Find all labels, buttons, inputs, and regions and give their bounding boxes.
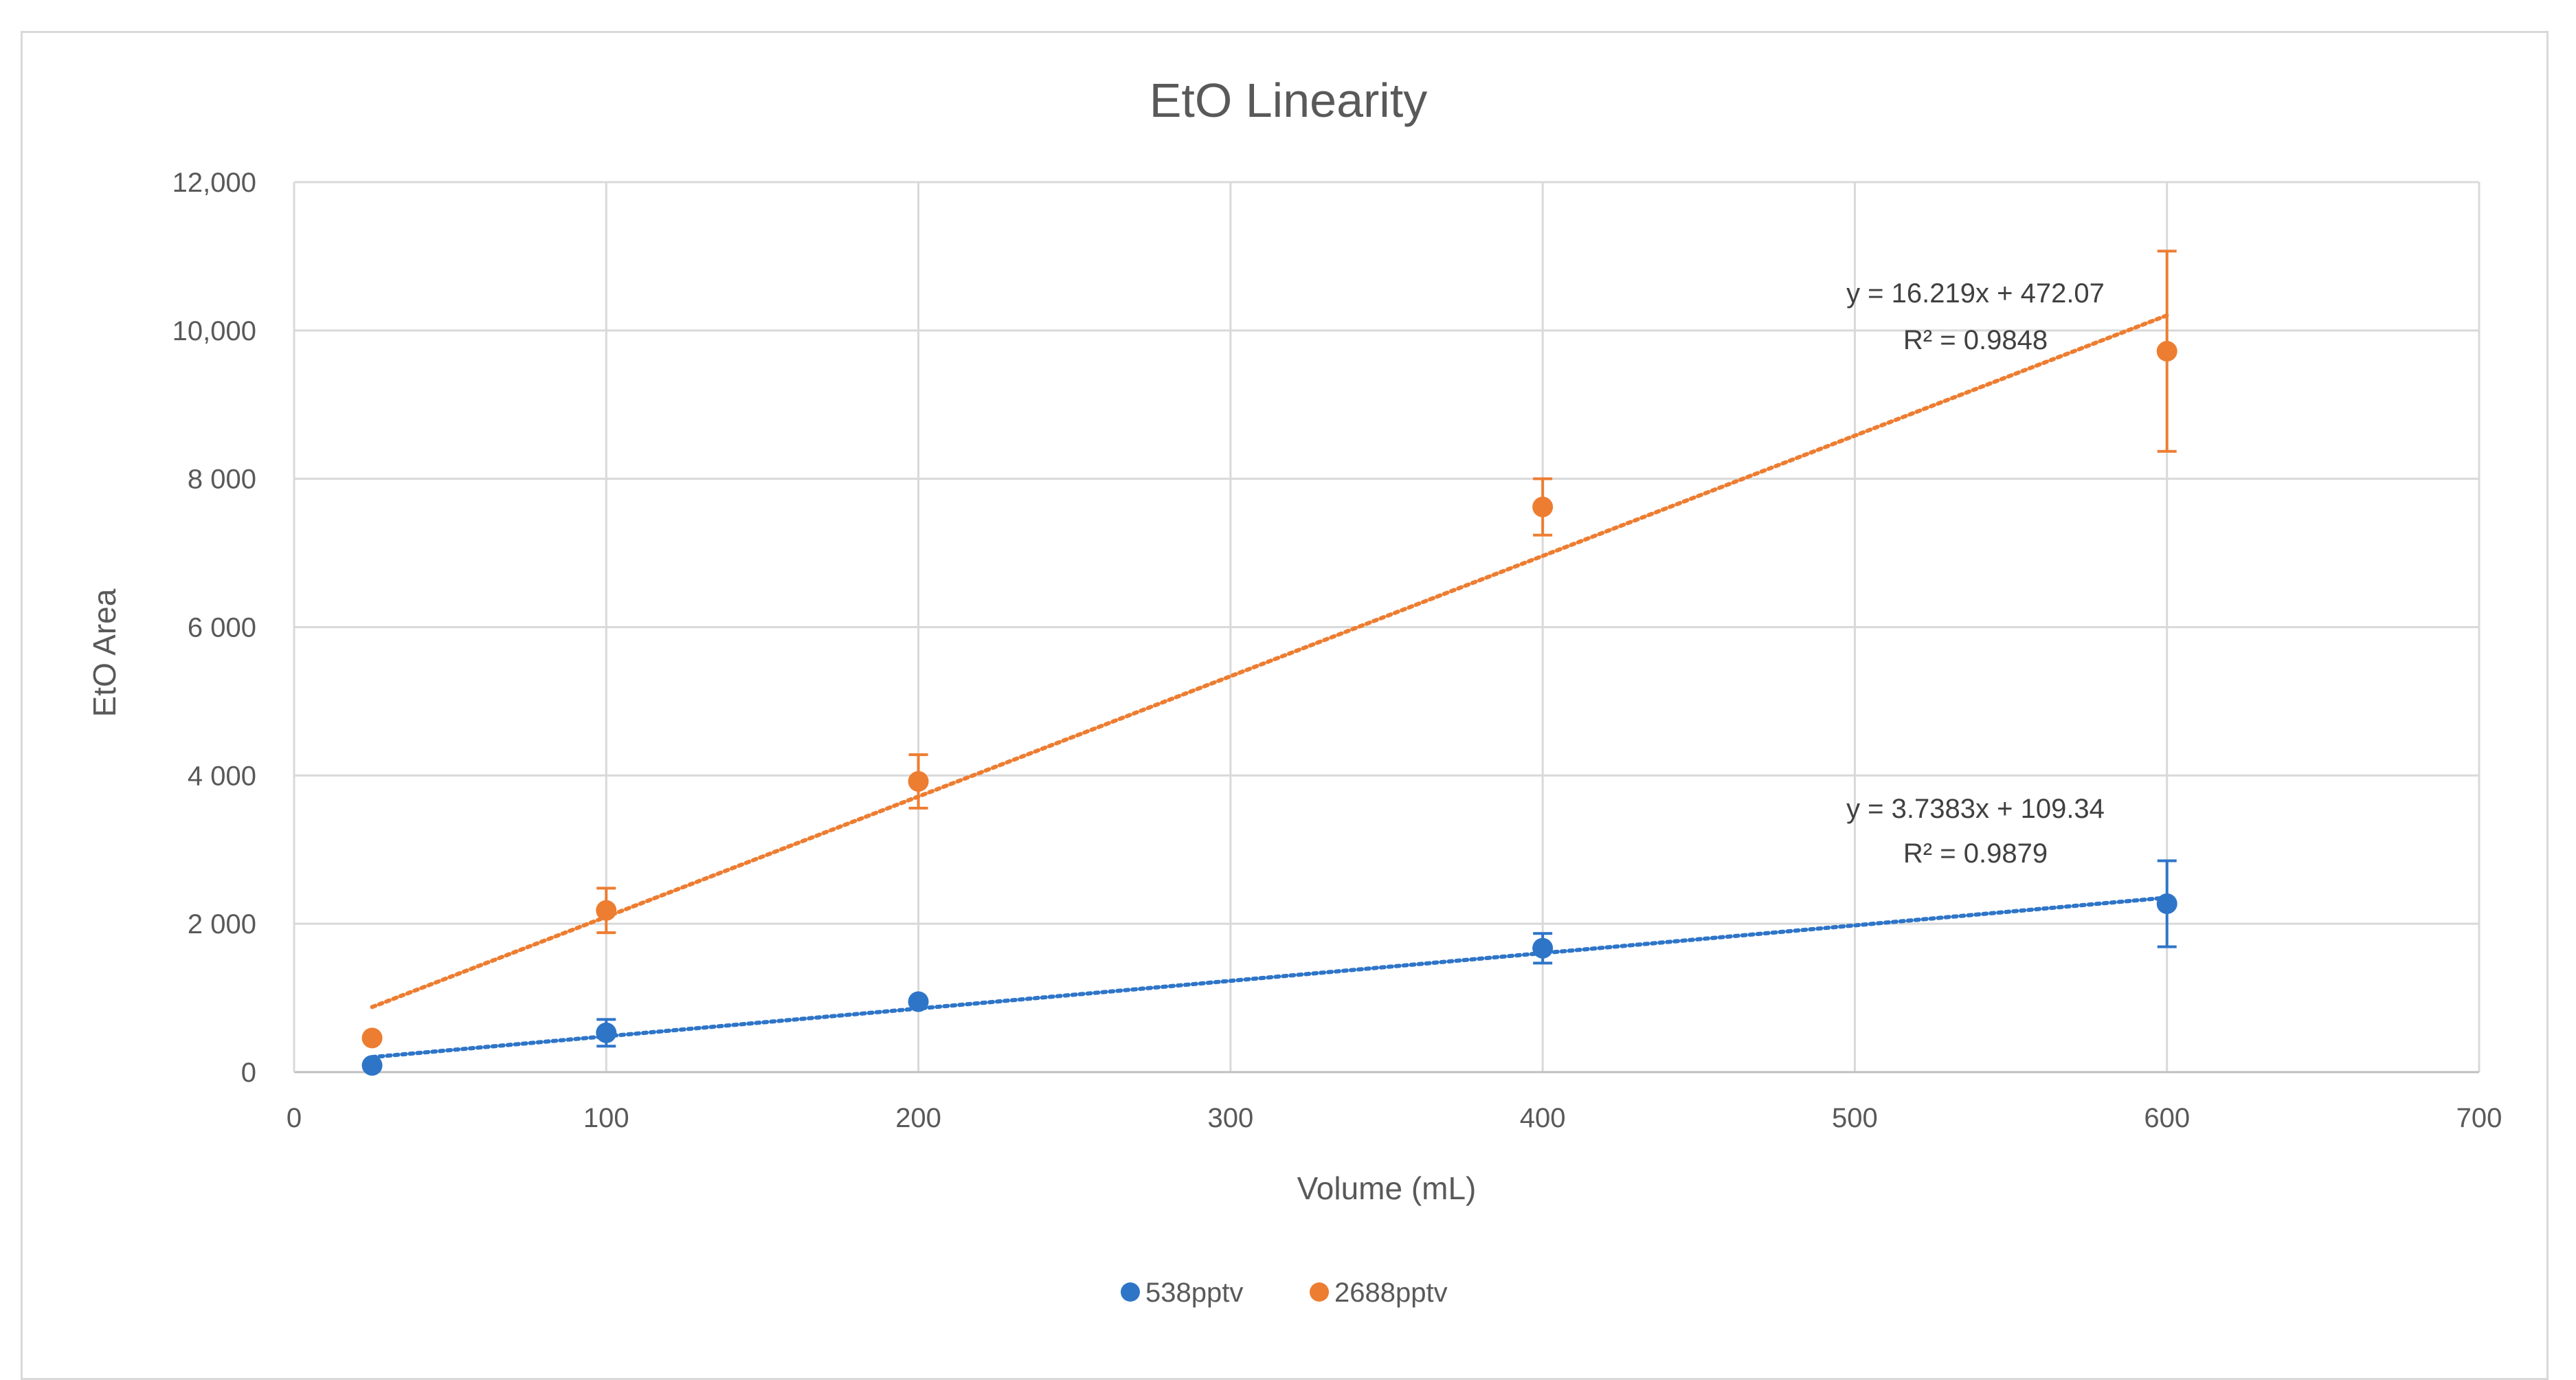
x-tick-label: 400 [1520,1103,1566,1133]
error-bar-layer [596,249,2177,1048]
x-axis-title: Volume (mL) [1297,1170,1477,1206]
annotation-layer: y = 3.7383x + 109.34 R² = 0.9879 y = 16.21… [1846,278,2105,869]
x-tick-label: 200 [895,1103,941,1133]
axis-layer: 0 2 000 4 000 6 000 8 000 10,000 12,000 0 100 200… [172,168,2502,1133]
trendline-layer [370,313,2169,1060]
y-tick-label: 8 000 [188,465,256,495]
trendline-r2: R² = 0.9879 [1903,838,2048,869]
y-tick-label: 4 000 [188,761,256,791]
y-tick-label: 0 [241,1058,256,1088]
data-point-2688pptv [2156,341,2177,362]
data-point-538pptv [1532,937,1554,959]
trendline-equation: y = 16.219x + 472.07 [1846,278,2105,309]
data-point-538pptv [596,1022,617,1043]
trendline-r2: R² = 0.9848 [1903,325,2048,355]
y-tick-label: 2 000 [188,909,256,939]
data-point-538pptv [2156,893,2177,915]
legend-label: 538pptv [1145,1278,1243,1308]
legend-marker-538pptv [1121,1282,1140,1302]
data-point-538pptv [908,991,929,1012]
data-point-2688pptv [596,900,617,921]
x-tick-label: 100 [583,1103,629,1133]
y-tick-label: 12,000 [172,168,256,198]
x-tick-label: 0 [287,1103,302,1133]
data-point-2688pptv [361,1027,383,1049]
legend: 538pptv 2688pptv [1121,1278,1448,1308]
data-point-538pptv [361,1055,383,1076]
chart-title: EtO Linearity [1150,74,1428,127]
x-tick-label: 600 [2144,1103,2190,1133]
trendline-2688pptv [370,313,2169,1010]
x-tick-label: 700 [2456,1103,2502,1133]
y-axis-title: EtO Area [87,588,122,717]
legend-label: 2688pptv [1334,1278,1448,1308]
y-tick-label: 6 000 [188,613,256,643]
chart-frame [21,31,2549,1380]
trendline-538pptv [370,895,2169,1060]
x-tick-label: 300 [1207,1103,1253,1133]
legend-marker-2688pptv [1310,1282,1329,1302]
x-tick-label: 500 [1832,1103,1878,1133]
trendline-equation: y = 3.7383x + 109.34 [1846,794,2105,824]
grid-layer [294,181,2480,1072]
y-tick-label: 10,000 [172,316,256,346]
data-point-2688pptv [908,770,929,792]
point-layer [361,341,2177,1076]
data-point-2688pptv [1532,496,1554,518]
